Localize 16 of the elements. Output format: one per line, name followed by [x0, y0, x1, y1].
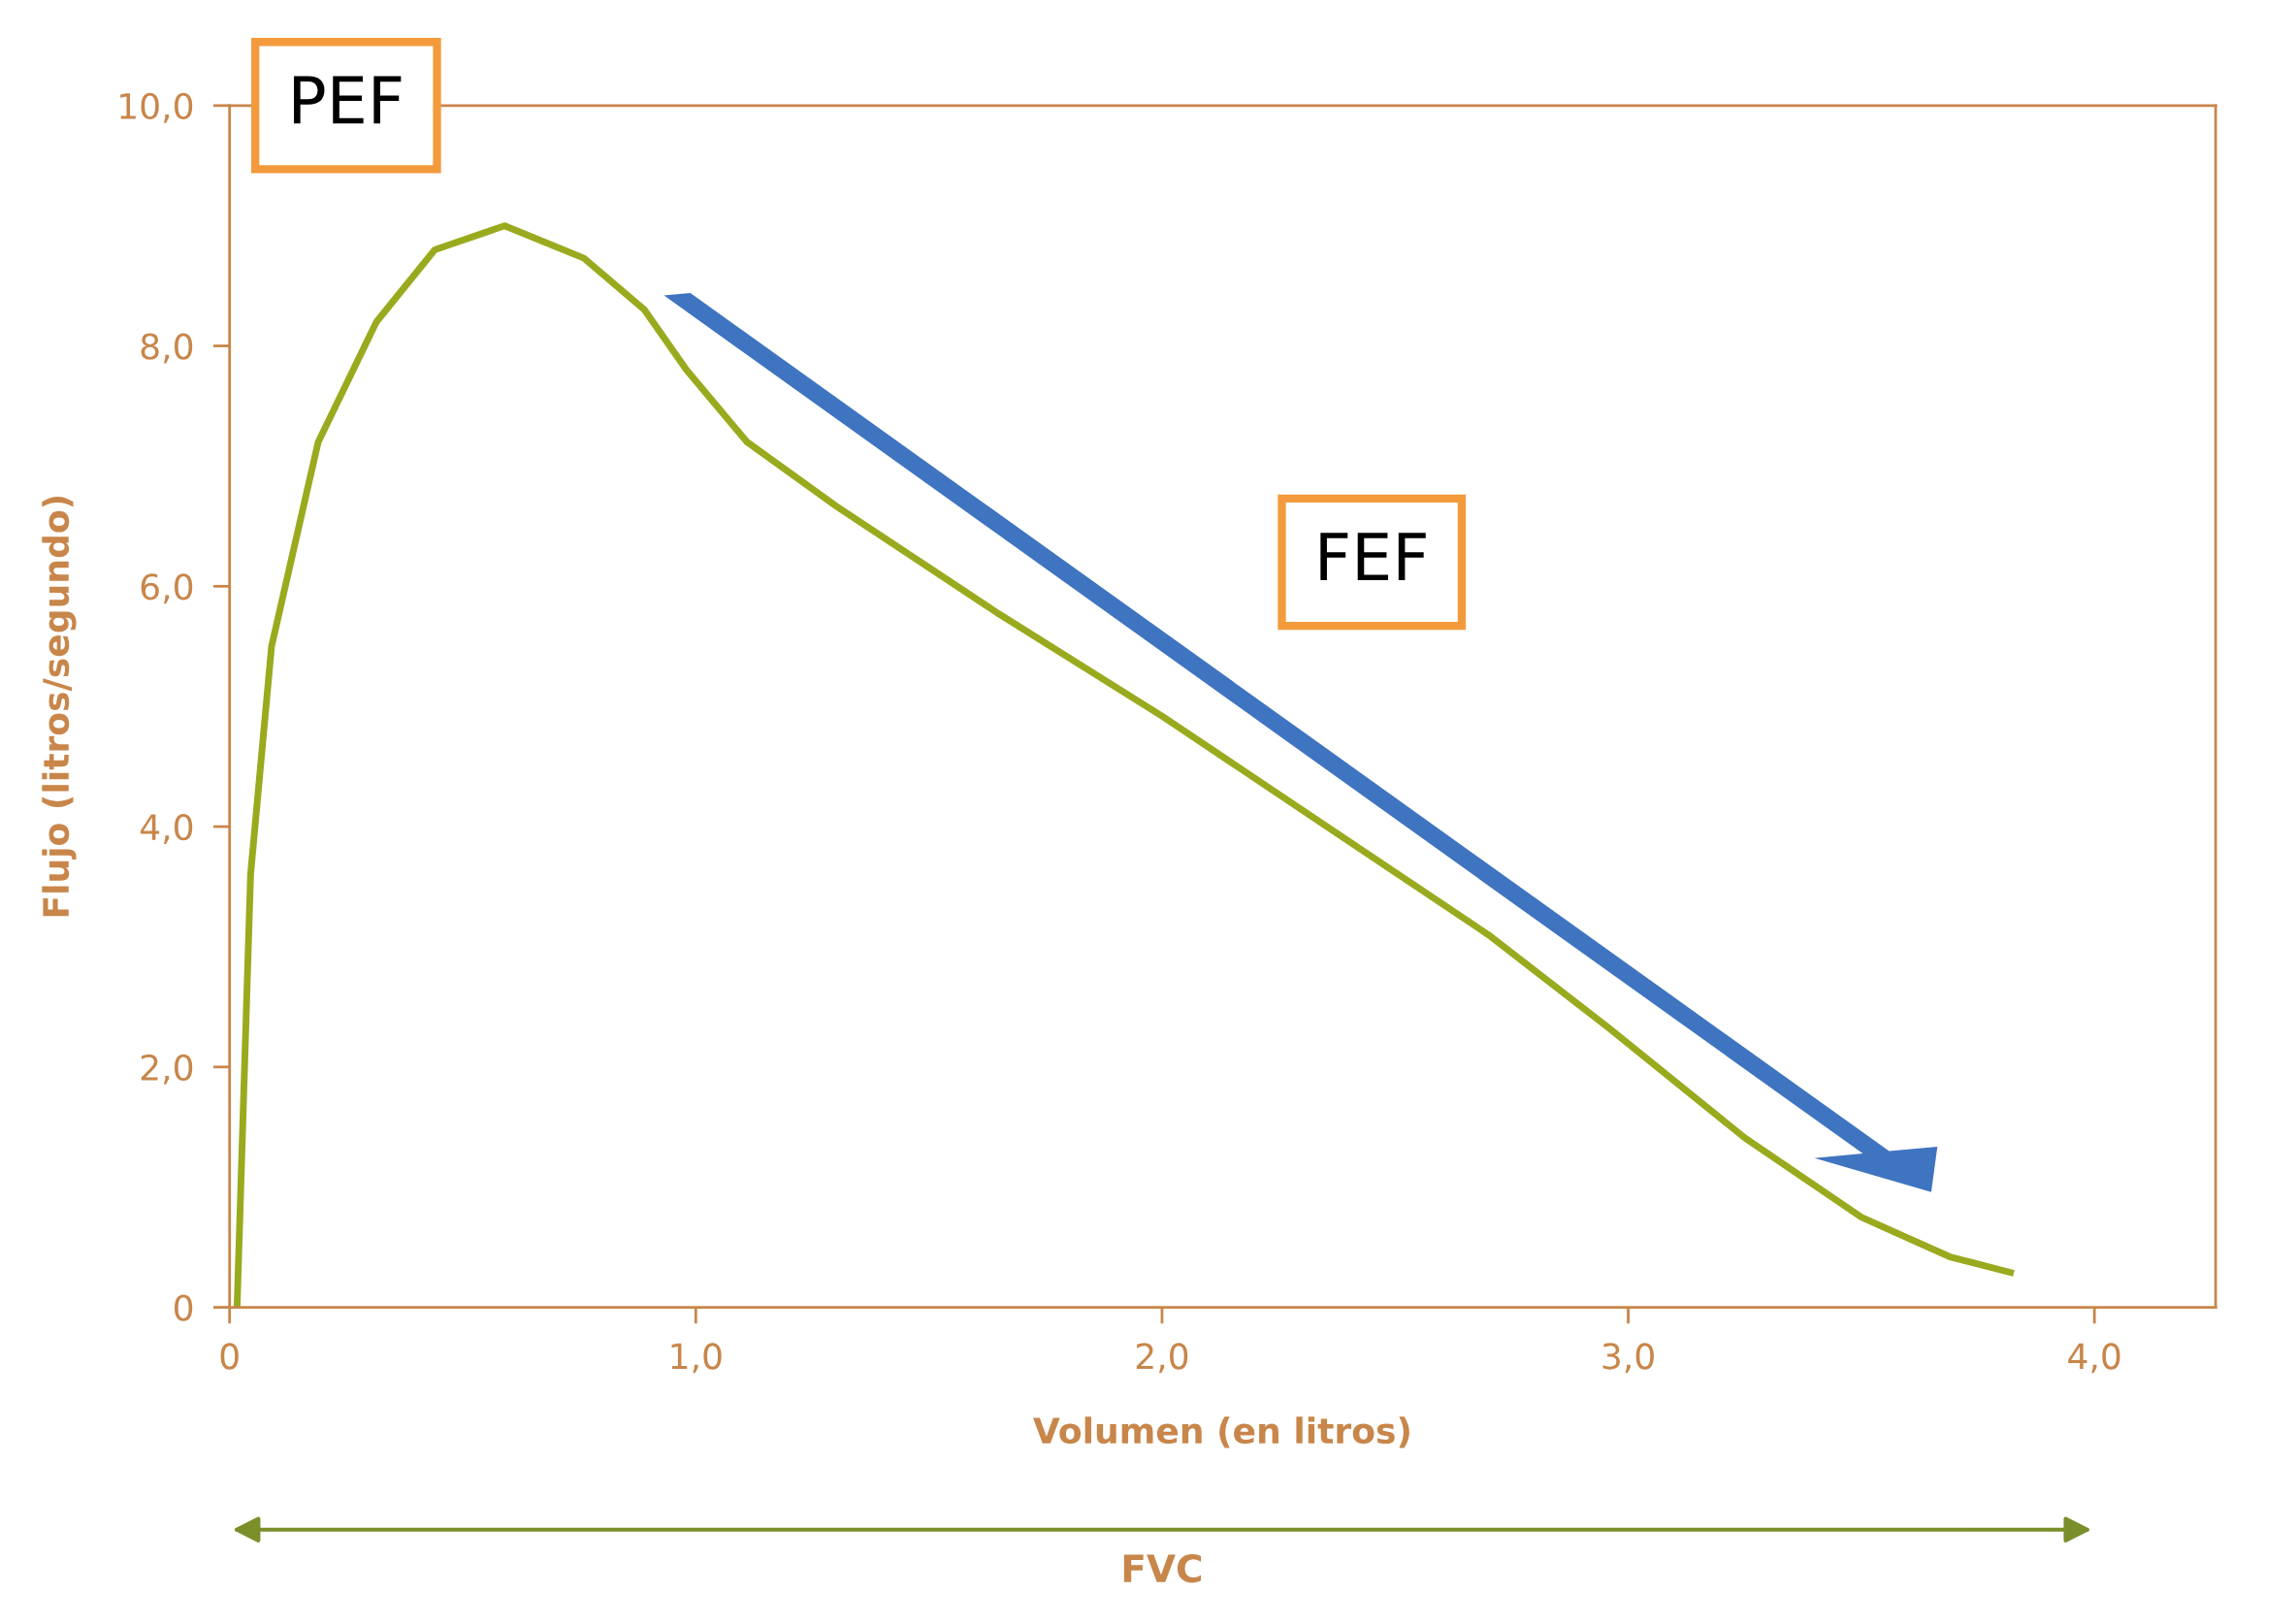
y-tick-label: 2,0	[141, 1054, 193, 1085]
x-tick-label: 0	[220, 1343, 239, 1370]
y-tick-label: 0	[174, 1294, 193, 1321]
x-tick-label: 1,0	[671, 1343, 722, 1374]
x-tick-label: 3,0	[1602, 1343, 1654, 1374]
text: FVC	[1123, 1553, 1202, 1583]
y-axis-title: Flujo (litros/segundo)	[42, 496, 77, 917]
annotation: FEF	[1320, 533, 1426, 580]
y-tick-label: 4,0	[140, 813, 193, 844]
y-tick-label: 10,0	[120, 92, 193, 123]
x-axis-title: Volumen (en litros)	[1033, 1416, 1409, 1448]
y-tick-label: 8,0	[141, 333, 193, 364]
x-tick-label: 2,0	[1136, 1343, 1188, 1374]
y-tick-label: 6,0	[141, 573, 193, 604]
annotation: PEF	[294, 76, 402, 124]
x-tick-label: 4,0	[2068, 1343, 2120, 1374]
